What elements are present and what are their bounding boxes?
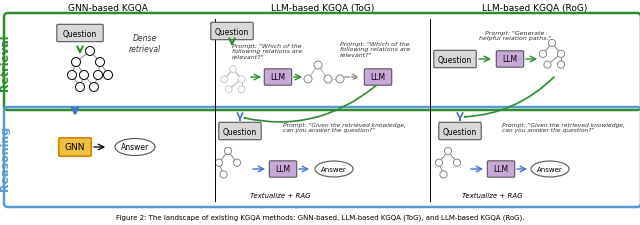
Text: Figure 2: The landscape of existing KGQA methods: GNN-based, LLM-based KGQA (ToG: Figure 2: The landscape of existing KGQA… [116, 214, 524, 220]
Circle shape [90, 83, 99, 92]
FancyBboxPatch shape [496, 52, 524, 68]
Circle shape [225, 87, 232, 93]
Circle shape [104, 71, 113, 80]
Circle shape [221, 76, 228, 83]
FancyBboxPatch shape [364, 70, 392, 86]
FancyBboxPatch shape [434, 51, 476, 68]
Circle shape [304, 76, 312, 84]
Circle shape [440, 171, 447, 178]
Circle shape [79, 71, 88, 80]
Text: Question: Question [63, 29, 97, 38]
FancyArrowPatch shape [465, 78, 554, 117]
Circle shape [72, 58, 81, 67]
Ellipse shape [531, 161, 569, 177]
Circle shape [548, 40, 556, 47]
Text: LLM-based KGQA (RoG): LLM-based KGQA (RoG) [483, 3, 588, 12]
Text: Prompt: "Generate
helpful relation paths.": Prompt: "Generate helpful relation paths… [479, 30, 551, 41]
Circle shape [95, 58, 104, 67]
Text: GNN-based KGQA: GNN-based KGQA [68, 3, 147, 12]
Text: Question: Question [443, 127, 477, 136]
Text: Question: Question [438, 55, 472, 64]
Circle shape [67, 71, 77, 80]
Circle shape [230, 66, 236, 73]
Circle shape [444, 148, 452, 155]
Circle shape [435, 159, 443, 166]
FancyBboxPatch shape [59, 138, 91, 157]
Circle shape [453, 159, 461, 166]
Circle shape [220, 171, 227, 178]
Text: Reasoning: Reasoning [0, 125, 10, 190]
Text: Prompt: "Given the retrieved knowledge,
can you answer the question?": Prompt: "Given the retrieved knowledge, … [502, 122, 625, 133]
Circle shape [238, 87, 245, 93]
Circle shape [93, 71, 102, 80]
Circle shape [86, 47, 95, 56]
Circle shape [234, 159, 241, 166]
Text: GNN: GNN [65, 143, 85, 152]
Text: Answer: Answer [321, 166, 347, 172]
Text: Prompt: "Given the retrieved knowledge,
can you answer the question?": Prompt: "Given the retrieved knowledge, … [283, 122, 406, 133]
Text: LLM: LLM [271, 73, 285, 82]
Circle shape [216, 159, 223, 166]
FancyBboxPatch shape [211, 23, 253, 40]
Circle shape [544, 62, 551, 69]
Text: LLM: LLM [371, 73, 385, 82]
Circle shape [314, 62, 322, 70]
Text: LLM: LLM [275, 165, 291, 174]
FancyArrowPatch shape [244, 86, 376, 122]
Ellipse shape [115, 139, 155, 156]
Circle shape [324, 76, 332, 84]
FancyBboxPatch shape [439, 123, 481, 140]
Text: Answer: Answer [121, 143, 149, 152]
Circle shape [557, 51, 564, 58]
Circle shape [76, 83, 84, 92]
FancyBboxPatch shape [487, 161, 515, 177]
Text: Textualize + RAG: Textualize + RAG [461, 192, 522, 198]
FancyBboxPatch shape [269, 161, 297, 177]
Text: LLM-based KGQA (ToG): LLM-based KGQA (ToG) [271, 3, 374, 12]
Text: Dense
retrieval: Dense retrieval [129, 34, 161, 54]
Circle shape [540, 51, 547, 58]
Circle shape [336, 76, 344, 84]
FancyBboxPatch shape [219, 123, 261, 140]
Text: Question: Question [223, 127, 257, 136]
Text: Retrieval: Retrieval [0, 34, 10, 90]
Text: Textualize + RAG: Textualize + RAG [250, 192, 310, 198]
Text: Prompt: "Which of the
following relations are
relevant?": Prompt: "Which of the following relation… [340, 42, 410, 58]
Text: LLM: LLM [493, 165, 509, 174]
Text: LLM: LLM [502, 55, 518, 64]
Circle shape [225, 148, 232, 155]
FancyBboxPatch shape [264, 70, 292, 86]
Text: Question: Question [215, 27, 249, 36]
FancyBboxPatch shape [57, 25, 103, 43]
Ellipse shape [315, 161, 353, 177]
Circle shape [557, 62, 564, 69]
Text: Answer: Answer [537, 166, 563, 172]
Circle shape [238, 76, 245, 83]
Text: Prompt: "Which of the
following relations are
relevant?": Prompt: "Which of the following relation… [232, 43, 302, 60]
